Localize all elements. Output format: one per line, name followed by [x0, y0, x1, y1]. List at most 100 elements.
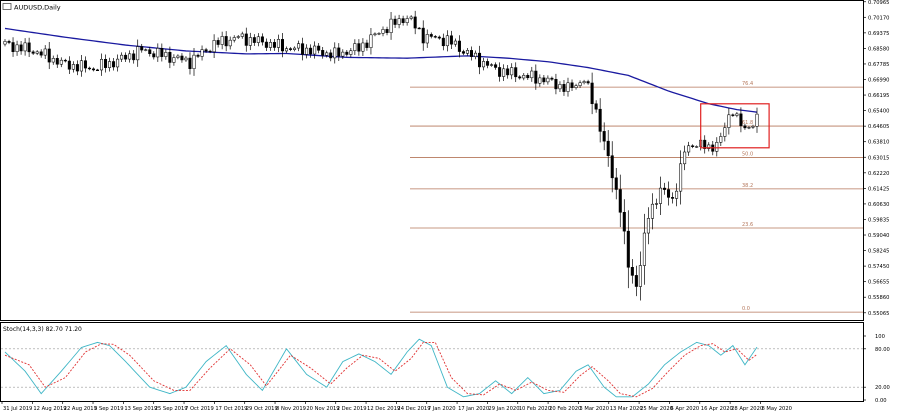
candle-body	[534, 70, 538, 84]
candle-body	[429, 34, 433, 37]
candle-body	[99, 59, 104, 71]
candle	[160, 43, 164, 62]
candle-body	[453, 40, 457, 45]
candle	[200, 45, 204, 61]
candle-body	[276, 39, 280, 48]
candle	[687, 141, 691, 156]
candle-body	[731, 114, 735, 116]
candle-body	[735, 113, 739, 116]
candle-body	[425, 34, 429, 44]
price-tick-label: 0.56655	[868, 280, 889, 286]
candle	[95, 68, 100, 72]
candle-body	[87, 67, 91, 70]
candle	[739, 107, 743, 133]
candle-body	[39, 51, 43, 56]
candle-body	[361, 42, 365, 52]
stoch-d-line	[4, 341, 758, 398]
candle-body	[506, 68, 510, 76]
candle	[469, 46, 474, 61]
candle-body	[200, 49, 204, 57]
candle	[19, 41, 23, 55]
candle	[309, 44, 313, 58]
fibonacci-levels: 76.4 61.8 50.0 38.2 23.6 0.0	[410, 81, 863, 313]
highlight-rectangle[interactable]	[700, 103, 770, 149]
candle-body	[510, 67, 514, 76]
candle-body	[679, 163, 683, 192]
candle-body	[473, 52, 478, 57]
candle	[502, 64, 506, 82]
price-tick-label: 0.64605	[868, 124, 889, 130]
candle-body	[518, 76, 522, 79]
candle	[727, 107, 731, 135]
candle	[156, 43, 160, 62]
candle	[550, 76, 554, 81]
candle-body	[23, 42, 27, 52]
candle	[204, 47, 208, 53]
candle-body	[667, 189, 671, 198]
candle-body	[232, 37, 236, 41]
candle-body	[566, 82, 570, 92]
stoch-lines	[4, 338, 758, 398]
candle-body	[486, 61, 490, 66]
chart-icon	[2, 3, 12, 10]
candle-body	[236, 36, 240, 38]
price-tick-label: 0.69375	[868, 31, 889, 37]
candle-body	[445, 35, 449, 47]
date-tick-label: 28 Apr 2020	[731, 406, 763, 412]
candle-body	[240, 33, 244, 37]
candle-body	[409, 16, 413, 19]
candle-body	[401, 18, 405, 23]
date-tick-label: 29 Jan 2020	[488, 406, 519, 412]
price-tick-label: 0.68580	[868, 46, 889, 52]
candle-body	[586, 81, 590, 84]
candle	[75, 60, 79, 76]
candle-body	[662, 187, 667, 190]
stoch-tick-label: 80.00	[875, 347, 890, 353]
candle	[67, 56, 71, 75]
candle-body	[104, 59, 108, 68]
candle-body	[461, 51, 465, 54]
candle	[574, 83, 578, 90]
candle	[473, 50, 478, 60]
candle	[695, 145, 699, 148]
price-tick-label: 0.62220	[868, 171, 889, 177]
candle	[377, 32, 381, 36]
candle-body	[723, 127, 727, 137]
candle	[87, 66, 91, 71]
candle	[735, 112, 739, 118]
candle-body	[469, 50, 474, 57]
date-tick-label: 2 Dec 2019	[337, 406, 367, 412]
candle	[361, 38, 365, 57]
candle	[490, 63, 494, 67]
date-tick-label: 29 Oct 2019	[246, 406, 278, 412]
candle	[671, 192, 675, 204]
stoch-panel-frame	[0, 322, 864, 402]
candle	[164, 49, 168, 60]
candle-body	[630, 267, 634, 276]
candle-body	[554, 78, 558, 90]
candle	[542, 74, 546, 85]
candle	[244, 27, 248, 52]
date-tick-label: 25 Sep 2019	[155, 406, 188, 412]
candle-body	[727, 114, 731, 128]
candle	[216, 37, 220, 48]
candle-body	[755, 113, 759, 127]
candle	[638, 251, 642, 301]
chart-title: AUDUSD,Daily	[14, 4, 61, 12]
candle-body	[614, 177, 618, 190]
candle	[288, 47, 293, 52]
candle-body	[172, 57, 176, 63]
candle-body	[494, 64, 498, 68]
candle-body	[530, 70, 534, 79]
candle-body	[116, 58, 120, 68]
candle	[570, 79, 574, 91]
candle-body	[152, 53, 156, 58]
candle-body	[293, 47, 297, 50]
candle	[301, 37, 305, 61]
candle-body	[288, 48, 293, 50]
candle	[180, 53, 184, 63]
candle-body	[618, 189, 622, 213]
candle	[506, 65, 510, 79]
candle-body	[385, 29, 389, 33]
